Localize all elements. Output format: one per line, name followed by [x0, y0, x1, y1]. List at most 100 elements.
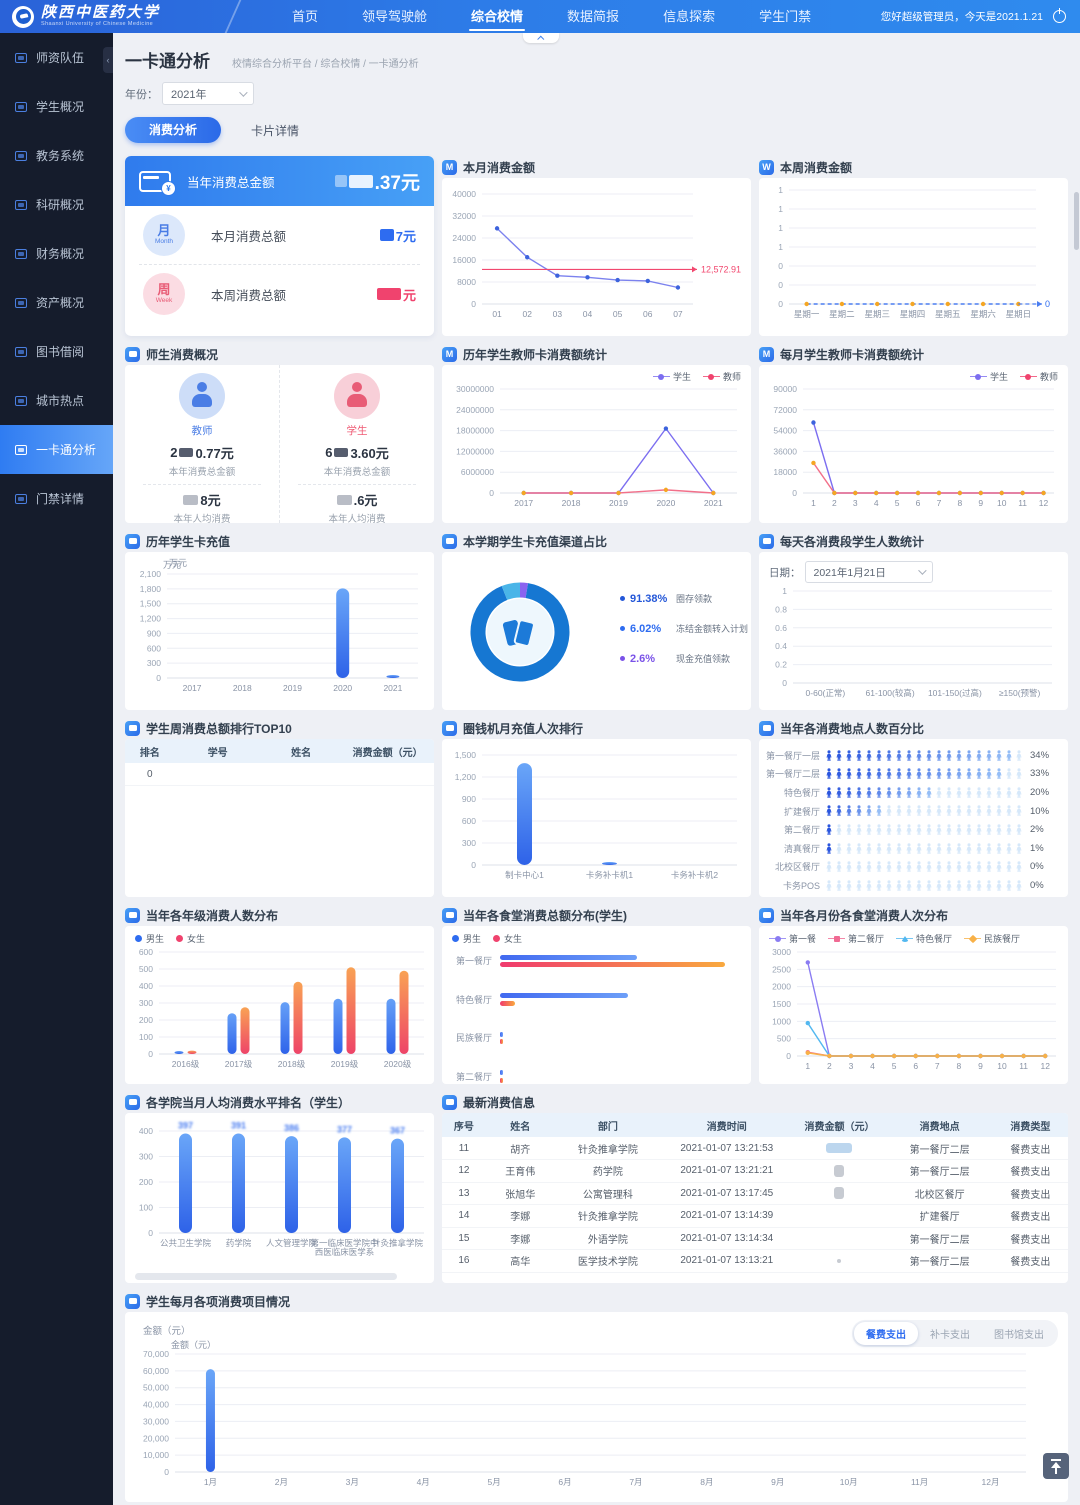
- nav-item-data-brief[interactable]: 数据简报: [567, 9, 620, 24]
- person-icon: [885, 861, 893, 873]
- person-icon: [825, 750, 833, 762]
- person-icon: [945, 824, 953, 836]
- nav-item-cockpit[interactable]: 领导驾驶舱: [362, 9, 428, 24]
- grade-icon: [125, 907, 140, 923]
- sidebar-item-access-detail[interactable]: 门禁详情: [0, 474, 113, 523]
- person-icon: [955, 787, 963, 799]
- svg-text:制卡中心1: 制卡中心1: [505, 870, 544, 880]
- person-icon: [935, 805, 943, 817]
- person-icon: [845, 880, 853, 892]
- page-scrollbar[interactable]: [1074, 192, 1079, 250]
- sidebar-item-students[interactable]: 学生概况: [0, 82, 113, 131]
- college-icon: [125, 1094, 140, 1110]
- sidebar-item-research[interactable]: 科研概况: [0, 180, 113, 229]
- legend-item[interactable]: 学生: [652, 370, 691, 383]
- person-icon: [905, 768, 913, 780]
- sidebar-item-city-hotspot[interactable]: 城市热点: [0, 376, 113, 425]
- person-icon: [885, 750, 893, 762]
- table-header: 消费地点: [886, 1113, 993, 1137]
- legend-item[interactable]: 教师: [702, 370, 741, 383]
- svg-text:8000: 8000: [457, 277, 476, 287]
- legend-item[interactable]: 第二餐厅: [828, 932, 884, 945]
- nav-collapse-tab[interactable]: [523, 33, 559, 43]
- person-icon: [905, 880, 913, 892]
- hbar-row: 第一餐厅: [442, 952, 737, 970]
- person-icon: [955, 805, 963, 817]
- legend-item[interactable]: 民族餐厅: [964, 932, 1020, 945]
- table-row: 15 李娜 外语学院 2021-01-07 13:14:34 第一餐厅二层 餐费支出: [442, 1227, 1068, 1250]
- chart-canvas: 0 0 0 1 1 1 1 星期一 星期二 星期三 星期四 星期五 星期六 星期日 0: [778, 185, 1050, 319]
- tab-card-detail[interactable]: 卡片详情: [251, 123, 300, 138]
- svg-text:18000: 18000: [773, 467, 797, 477]
- person-icon: [995, 843, 1003, 855]
- student-column: 学生 6 3.60元 本年消费总金额 .6元 本年人均消费: [279, 365, 434, 523]
- tab-补卡支出[interactable]: 补卡支出: [930, 1330, 970, 1341]
- legend-item[interactable]: 教师: [1019, 370, 1058, 383]
- logout-power-icon[interactable]: [1053, 8, 1066, 23]
- legend-item[interactable]: 特色餐厅: [896, 932, 952, 945]
- legend-item[interactable]: 男生: [452, 932, 481, 945]
- svg-text:卡务补卡机2: 卡务补卡机2: [671, 870, 719, 880]
- person-icon: [865, 843, 873, 855]
- sidebar-collapse-handle[interactable]: ‹: [103, 47, 113, 73]
- svg-text:6: 6: [916, 498, 921, 508]
- person-icon: [855, 824, 863, 836]
- svg-text:0: 0: [1045, 299, 1050, 309]
- sidebar-item-assets[interactable]: 资产概况: [0, 278, 113, 327]
- nav-item-campus-overview[interactable]: 综合校情: [449, 0, 545, 33]
- person-icon: [995, 824, 1003, 836]
- legend-item[interactable]: 女生: [176, 932, 205, 945]
- svg-text:8: 8: [958, 498, 963, 508]
- weekly-top10-table: 排名 学号 姓名 消费金额（元） 0: [125, 739, 434, 897]
- redacted-value: [826, 1142, 853, 1153]
- person-icon: [925, 805, 933, 817]
- year-select[interactable]: 2021年: [162, 82, 254, 105]
- teacher-label: 教师: [191, 425, 213, 437]
- person-icon: [935, 750, 943, 762]
- back-to-top-button[interactable]: [1043, 1453, 1069, 1479]
- svg-text:0: 0: [156, 673, 161, 683]
- horizontal-scrollbar[interactable]: [135, 1273, 397, 1280]
- legend-item[interactable]: 学生: [969, 370, 1008, 383]
- sidebar-item-label: 师资队伍: [36, 51, 85, 65]
- nav-item-home[interactable]: 首页: [292, 9, 319, 24]
- yearly-card-amount-chart: 学生 教师 0 6000000 12000000 18000000 24000000 3000…: [442, 365, 751, 523]
- tab-图书馆支出[interactable]: 图书馆支出: [994, 1330, 1044, 1341]
- legend-item[interactable]: 女生: [493, 932, 522, 945]
- tab-consume-analysis[interactable]: 消费分析: [125, 117, 222, 143]
- person-icon: [955, 861, 963, 873]
- svg-text:0: 0: [148, 1228, 153, 1238]
- chart-canvas: [470, 582, 570, 682]
- svg-text:第一临床医学院中西医临床医学系: 第一临床医学院中西医临床医学系: [310, 1238, 378, 1257]
- date-filter-row: 日期： 2021年1月21日: [759, 552, 1068, 583]
- sidebar-item-faculty[interactable]: 师资队伍: [0, 33, 113, 82]
- sidebar-item-academic[interactable]: 教务系统: [0, 131, 113, 180]
- person-icon: [935, 768, 943, 780]
- nav-item-info-explore[interactable]: 信息探索: [663, 9, 716, 24]
- svg-text:391: 391: [231, 1121, 246, 1131]
- faculty-overview-body: 教师 2 0.77元 本年消费总金额 8元 本年人均消费 学生 6 3.60元 本年…: [125, 365, 434, 523]
- sidebar-item-library[interactable]: 图书借阅: [0, 327, 113, 376]
- nav-item-student-access[interactable]: 学生门禁: [759, 9, 812, 24]
- location-icon: [759, 720, 774, 736]
- svg-text:11: 11: [1019, 1061, 1028, 1071]
- sidebar-item-finance[interactable]: 财务概况: [0, 229, 113, 278]
- person-icon: [975, 843, 983, 855]
- legend-item[interactable]: 第一餐: [769, 932, 816, 945]
- redacted-value: [376, 288, 401, 300]
- pictograph-row: 第一餐厅二层 33%: [765, 768, 1050, 780]
- pictograph-row: 第二餐厅 2%: [783, 824, 1044, 836]
- svg-text:300: 300: [462, 838, 476, 848]
- card-canteen-total: 当年各食堂消费总额分布(学生) 男生 女生 第一餐厅 特色餐厅 民族餐厅 第二餐厅: [442, 904, 751, 1084]
- svg-text:2021: 2021: [383, 683, 402, 693]
- date-select[interactable]: 2021年1月21日: [804, 561, 933, 583]
- tab-餐费支出[interactable]: 餐费支出: [854, 1322, 918, 1345]
- redacted-value: [348, 174, 373, 188]
- legend-item[interactable]: 男生: [135, 932, 164, 945]
- svg-text:12,572.91: 12,572.91: [701, 264, 741, 274]
- svg-text:金额（元）: 金额（元）: [171, 1339, 216, 1350]
- sidebar-item-onecard[interactable]: 一卡通分析: [0, 425, 113, 474]
- card-title: 当年各年级消费人数分布: [146, 908, 279, 923]
- week-total-row: 周 Week 本周消费总额 元: [125, 265, 434, 323]
- card-grade-distribution: 当年各年级消费人数分布 男生 女生 0 100 200 300 400 500 600 2016级…: [125, 904, 434, 1084]
